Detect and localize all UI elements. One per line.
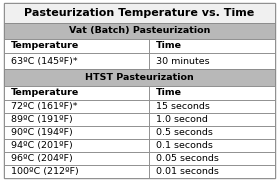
Bar <box>149 152 275 165</box>
Bar <box>149 126 275 139</box>
Text: 0.5 seconds: 0.5 seconds <box>156 128 213 137</box>
Text: 89ºC (191ºF): 89ºC (191ºF) <box>11 115 73 124</box>
Text: 0.05 seconds: 0.05 seconds <box>156 154 219 163</box>
Bar <box>149 100 275 113</box>
Text: 100ºC (212ºF): 100ºC (212ºF) <box>11 167 79 176</box>
Bar <box>4 165 149 178</box>
Text: 30 minutes: 30 minutes <box>156 57 210 66</box>
Text: HTST Pasteurization: HTST Pasteurization <box>85 73 194 82</box>
Text: 1.0 second: 1.0 second <box>156 115 208 124</box>
Bar <box>4 53 149 69</box>
Bar <box>4 126 149 139</box>
Text: 0.01 seconds: 0.01 seconds <box>156 167 219 176</box>
Bar <box>149 53 275 69</box>
Bar <box>4 22 275 39</box>
Bar <box>4 152 149 165</box>
Bar <box>4 86 149 100</box>
Text: 96ºC (204ºF): 96ºC (204ºF) <box>11 154 73 163</box>
Text: 0.1 seconds: 0.1 seconds <box>156 141 213 150</box>
Text: Time: Time <box>156 88 182 97</box>
Text: 72ºC (161ºF)*: 72ºC (161ºF)* <box>11 102 78 111</box>
Bar <box>4 3 275 22</box>
Text: Temperature: Temperature <box>11 41 80 50</box>
Text: 94ºC (201ºF): 94ºC (201ºF) <box>11 141 73 150</box>
Bar <box>149 113 275 126</box>
Bar <box>149 165 275 178</box>
Text: 90ºC (194ºF): 90ºC (194ºF) <box>11 128 73 137</box>
Text: Time: Time <box>156 41 182 50</box>
Text: 63ºC (145ºF)*: 63ºC (145ºF)* <box>11 57 78 66</box>
Text: Vat (Batch) Pasteurization: Vat (Batch) Pasteurization <box>69 26 210 35</box>
Bar <box>149 86 275 100</box>
Bar <box>149 39 275 53</box>
Bar <box>4 139 149 152</box>
Text: 15 seconds: 15 seconds <box>156 102 210 111</box>
Bar <box>4 100 149 113</box>
Bar <box>4 113 149 126</box>
Bar <box>4 69 275 86</box>
Text: Temperature: Temperature <box>11 88 80 97</box>
Text: Pasteurization Temperature vs. Time: Pasteurization Temperature vs. Time <box>24 8 255 18</box>
Bar <box>149 139 275 152</box>
Bar <box>4 39 149 53</box>
